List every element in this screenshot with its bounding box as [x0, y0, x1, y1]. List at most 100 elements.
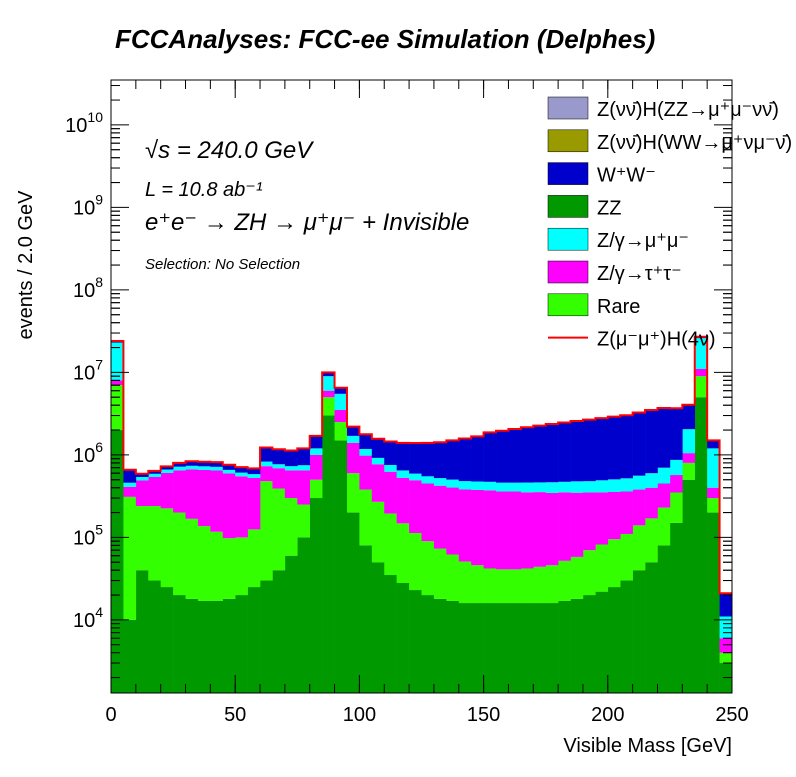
histogram-bar	[384, 441, 397, 465]
annotation: √s = 240.0 GeV	[145, 137, 314, 164]
histogram-bar	[620, 534, 633, 581]
histogram-bar	[272, 464, 285, 468]
histogram-bar	[173, 470, 186, 512]
histogram-bar	[583, 481, 596, 492]
histogram-bar	[459, 603, 472, 703]
histogram-bar	[310, 498, 323, 703]
histogram-bar	[310, 455, 323, 480]
annotation: L = 10.8 ab⁻¹	[145, 179, 263, 201]
legend-label: Z(μ⁻μ⁺)H(4ν)	[597, 329, 716, 351]
histogram-bar	[695, 376, 708, 397]
histogram-bar	[620, 415, 633, 478]
histogram-bar	[434, 549, 447, 599]
histogram-bar	[595, 492, 608, 544]
histogram-bar	[136, 480, 149, 506]
histogram-bar	[459, 481, 472, 489]
histogram-bar	[148, 474, 161, 477]
histogram-bar	[571, 493, 584, 557]
histogram-bar	[297, 537, 310, 703]
histogram-bar	[521, 603, 534, 703]
histogram-bar	[347, 513, 360, 703]
legend-label: Z/γ→μ⁺μ⁻	[597, 230, 689, 252]
histogram-bar	[533, 492, 546, 567]
y-tick-power: 9	[95, 191, 103, 207]
histogram-bar	[633, 413, 646, 476]
histogram-bar	[670, 408, 683, 460]
histogram-bar	[223, 470, 236, 473]
histogram-bar	[533, 567, 546, 603]
histogram-bar	[645, 488, 658, 519]
histogram-bar	[335, 422, 348, 440]
histogram-bar	[260, 581, 273, 703]
histogram-bar	[707, 448, 720, 487]
histogram-bar	[198, 526, 211, 601]
histogram-bar	[446, 601, 459, 703]
legend-label: ZZ	[597, 197, 621, 219]
histogram-bar	[620, 478, 633, 491]
histogram-bar	[359, 456, 372, 490]
histogram-bar	[508, 429, 521, 483]
histogram-bar	[571, 481, 584, 492]
histogram-bar	[695, 397, 708, 703]
histogram-bar	[496, 483, 509, 492]
histogram-bar	[484, 482, 497, 491]
histogram-bar	[173, 513, 186, 596]
legend-swatch	[548, 163, 588, 185]
histogram-bar	[471, 436, 484, 481]
histogram-bar	[397, 478, 410, 524]
histogram-bar	[595, 418, 608, 480]
histogram-bar	[471, 481, 484, 489]
y-tick-label: 106	[73, 439, 103, 467]
x-tick-label: 0	[105, 704, 116, 726]
histogram-bar	[645, 562, 658, 703]
histogram-bar	[186, 599, 199, 703]
histogram-bar	[558, 601, 571, 703]
histogram-bar	[111, 385, 124, 430]
histogram-bar	[285, 556, 298, 703]
histogram-bar	[422, 484, 435, 542]
y-tick-label: 107	[73, 356, 103, 384]
histogram-bar	[372, 464, 385, 502]
histogram-bar	[409, 480, 422, 533]
y-tick-power: 5	[95, 521, 103, 537]
legend-label: Z/γ→τ⁺τ⁻	[597, 263, 682, 285]
histogram-bar	[459, 562, 472, 604]
histogram-bar	[384, 513, 397, 575]
histogram-bar	[434, 442, 447, 478]
histogram-bar	[682, 463, 695, 480]
histogram-bar	[148, 581, 161, 703]
histogram-bar	[335, 394, 348, 410]
histogram-bar	[546, 482, 559, 493]
histogram-bar	[397, 470, 410, 477]
histogram-bar	[657, 408, 670, 468]
histogram-bar	[409, 474, 422, 481]
histogram-bar	[496, 569, 509, 603]
chart-title: FCCAnalyses: FCC-ee Simulation (Delphes)	[115, 24, 655, 54]
histogram-bar	[583, 493, 596, 551]
histogram-bar	[645, 518, 658, 562]
histogram-bar	[123, 470, 136, 483]
histogram-bar	[707, 498, 720, 513]
histogram-bar	[583, 550, 596, 595]
histogram-bar	[136, 570, 149, 703]
histogram-bar	[297, 505, 310, 538]
y-tick-base: 10	[73, 197, 95, 219]
histogram-bar	[397, 443, 410, 471]
histogram-bar	[720, 663, 733, 703]
histogram-bar	[272, 449, 285, 464]
y-tick-power: 8	[95, 274, 103, 290]
histogram-bar	[260, 462, 273, 467]
histogram-bar	[161, 473, 174, 508]
histogram-bar	[546, 424, 559, 482]
histogram-bar	[347, 473, 360, 512]
y-tick-base: 10	[73, 527, 95, 549]
histogram-bar	[645, 410, 658, 473]
histogram-bar	[595, 480, 608, 492]
histogram-bar	[583, 595, 596, 703]
y-tick-base: 10	[73, 445, 95, 467]
histogram-bar	[496, 491, 509, 569]
x-tick-label: 200	[591, 704, 624, 726]
x-axis-label: Visible Mass [GeV]	[563, 735, 732, 757]
histogram-bar	[558, 492, 571, 561]
